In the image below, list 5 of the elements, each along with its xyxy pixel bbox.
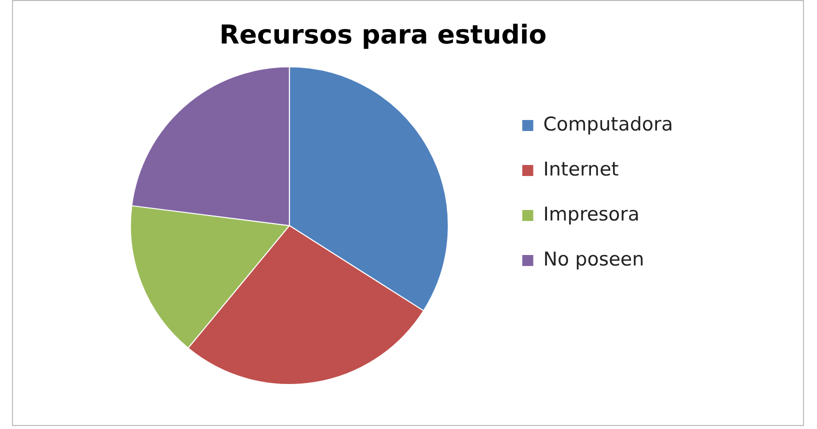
legend-label: Impresora xyxy=(543,203,640,226)
legend-label: Internet xyxy=(543,158,619,180)
legend-label: No poseen xyxy=(543,248,644,270)
chart-title: Recursos para estudio xyxy=(219,20,547,50)
legend-label: Computadora xyxy=(543,113,673,136)
